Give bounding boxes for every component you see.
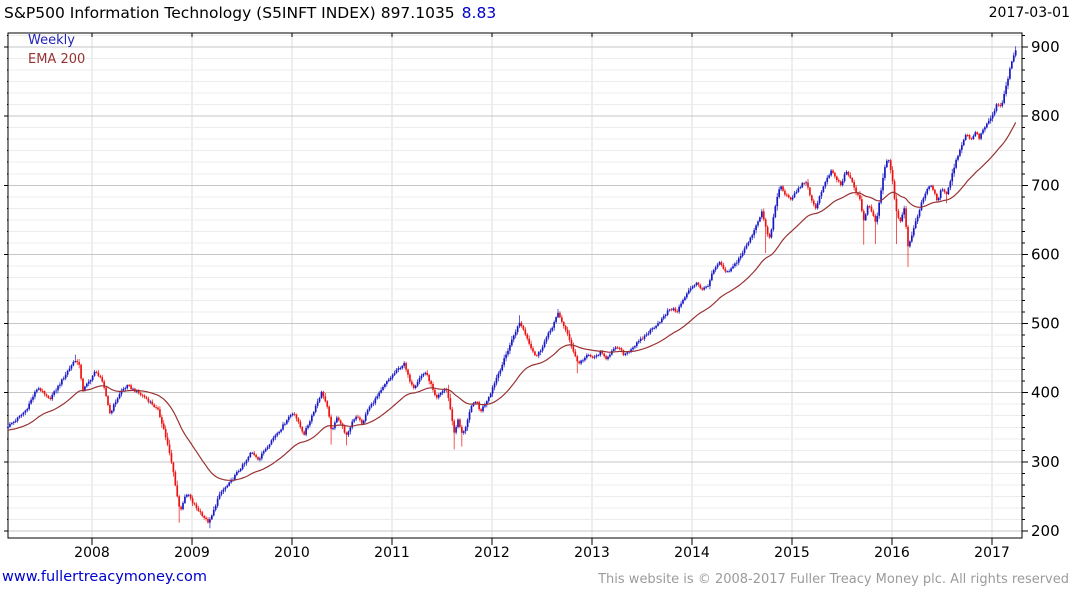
chart-title: S&P500 Information Technology (S5INFT IN… [4, 4, 376, 22]
svg-text:2009: 2009 [174, 545, 210, 561]
site-link[interactable]: www.fullertreacymoney.com [2, 569, 207, 585]
svg-text:2010: 2010 [274, 545, 310, 561]
svg-text:2014: 2014 [674, 545, 710, 561]
last-price: 897.1035 [380, 4, 455, 22]
svg-text:2013: 2013 [574, 545, 610, 561]
svg-text:2015: 2015 [774, 545, 810, 561]
svg-text:400: 400 [1031, 384, 1060, 402]
chart-legend: Weekly EMA 200 [28, 31, 85, 69]
svg-text:500: 500 [1031, 315, 1060, 333]
svg-text:2011: 2011 [374, 545, 410, 561]
svg-text:600: 600 [1031, 245, 1060, 263]
copyright-text: This website is © 2008-2017 Fuller Treac… [598, 572, 1069, 587]
svg-text:800: 800 [1031, 107, 1060, 125]
legend-ema: EMA 200 [28, 52, 86, 67]
svg-text:2012: 2012 [474, 545, 510, 561]
chart-date: 2017-03-01 [988, 5, 1070, 21]
title-bar: S&P500 Information Technology (S5INFT IN… [4, 4, 496, 22]
svg-text:200: 200 [1031, 522, 1060, 540]
svg-text:900: 900 [1031, 38, 1060, 56]
svg-text:2008: 2008 [74, 545, 110, 561]
legend-timeframe: Weekly [28, 33, 75, 48]
price-change: 8.83 [461, 4, 497, 22]
svg-text:2017: 2017 [974, 545, 1010, 561]
svg-text:300: 300 [1031, 453, 1060, 471]
svg-text:700: 700 [1031, 176, 1060, 194]
svg-text:2016: 2016 [874, 545, 910, 561]
